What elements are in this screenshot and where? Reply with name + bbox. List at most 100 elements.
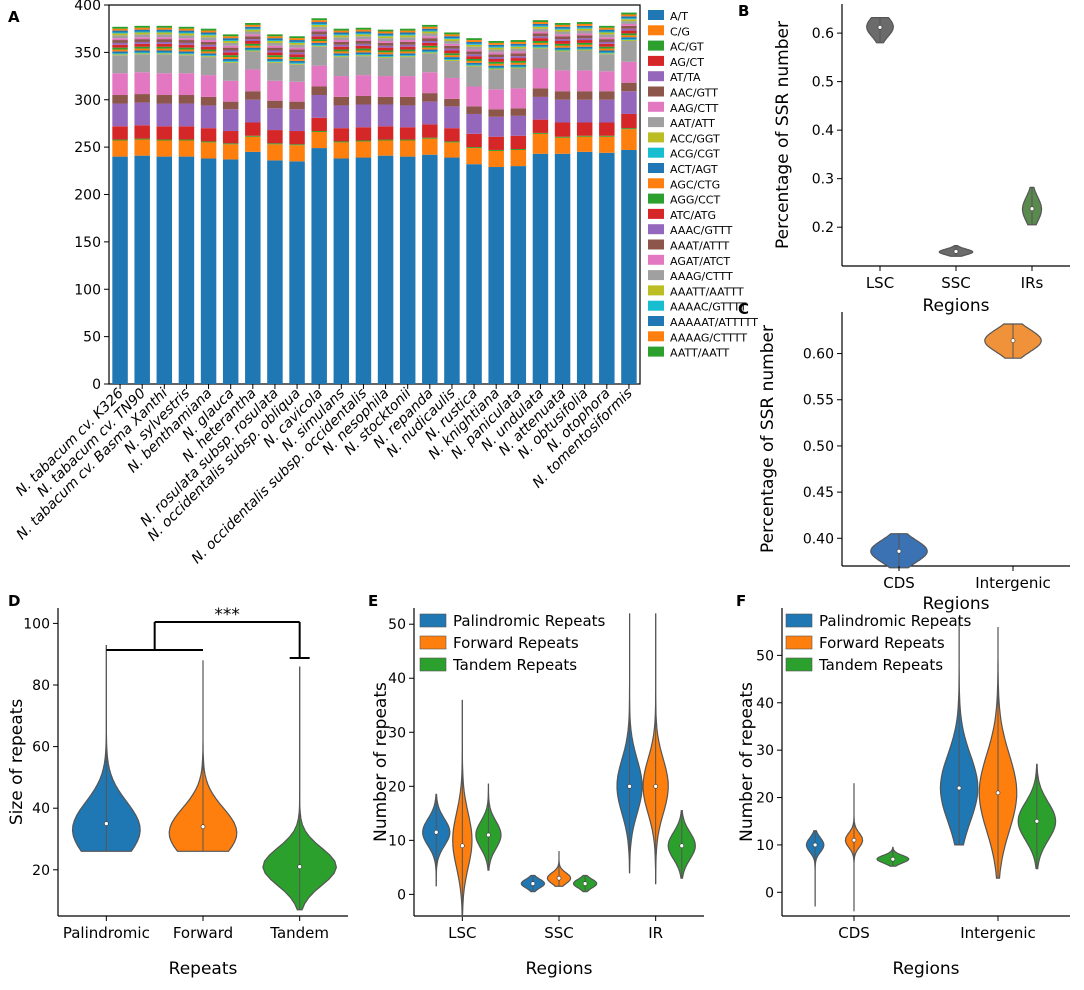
bar-segment <box>156 48 173 51</box>
bar-segment <box>311 18 327 21</box>
bar-segment <box>576 91 593 100</box>
bar-segment <box>621 82 637 92</box>
bar-segment <box>532 33 549 37</box>
bar-segment <box>532 22 549 24</box>
bar-segment <box>134 31 150 33</box>
legend-label: ACC/GGT <box>670 132 720 145</box>
panel-f-ytick-label: 40 <box>756 696 774 712</box>
panel-e-ytick-label: 10 <box>388 833 406 849</box>
bar-segment <box>599 37 615 40</box>
panel-c: 0.40 0.45 0.50 0.55 0.60 CDS Intergenic Regions… <box>758 312 1070 614</box>
bar-segment <box>554 26 571 29</box>
panel-c-ytick-label: 0.55 <box>803 393 834 409</box>
legend-label: AATT/AATT <box>670 347 729 360</box>
legend-swatch <box>648 132 664 143</box>
panel-b-xtick-label: SSC <box>941 274 971 292</box>
bar-segment <box>599 27 615 30</box>
bar-segment <box>156 126 173 140</box>
bar-segment <box>200 57 217 76</box>
bar-segment <box>377 76 394 97</box>
bar-segment <box>267 50 283 53</box>
bar-segment <box>466 56 482 60</box>
bar-segment <box>488 46 504 48</box>
sig-stars: *** <box>214 605 240 625</box>
panel-e-xtick-label: LSC <box>448 924 476 942</box>
bar-segment <box>245 122 261 136</box>
bar-segment <box>510 43 527 46</box>
bar-segment <box>289 60 305 63</box>
bar-segment <box>156 103 173 127</box>
bar-segment <box>621 113 637 129</box>
bar-segment <box>245 51 261 70</box>
bar-segment <box>532 96 549 120</box>
bar-segment <box>178 54 195 56</box>
bar-segment <box>377 155 394 384</box>
panel-b-ytick-label: 0.5 <box>812 75 834 91</box>
bar-segment <box>399 56 416 58</box>
bar-segment <box>178 28 195 31</box>
bar-segment <box>488 89 504 110</box>
panel-b-ytick-label: 0.6 <box>812 26 834 42</box>
legend-swatch <box>648 316 664 326</box>
bar-segment <box>134 25 150 28</box>
bar-segment <box>422 53 438 73</box>
bar-segment <box>599 25 615 28</box>
panel-letter: A <box>8 8 20 26</box>
bar-segment <box>333 55 350 57</box>
bar-segment <box>245 91 261 100</box>
bar-segment <box>156 31 173 33</box>
legend-label: AT/TA <box>670 71 701 84</box>
bar-segment <box>200 105 217 129</box>
bar-segment <box>554 47 571 50</box>
panel-b-ylabel: Percentage of SSR number <box>773 21 793 249</box>
bar-segment <box>333 128 350 142</box>
bar-segment <box>245 136 261 152</box>
bar-segment <box>621 35 637 38</box>
bar-segment <box>488 59 504 62</box>
bar-segment <box>466 43 482 45</box>
bar-segment <box>554 28 571 30</box>
panel-letter: B <box>738 2 749 20</box>
bar-segment <box>112 30 128 33</box>
panel-d-xtick-label: Forward <box>173 924 233 942</box>
bar-segment <box>112 73 128 96</box>
bar-segment <box>355 34 372 37</box>
bar-segment <box>200 30 217 33</box>
bar-segment <box>466 54 482 57</box>
bar-segment <box>156 29 173 32</box>
bar-segment <box>554 24 571 27</box>
panel-d-ytick-label: 20 <box>32 863 50 879</box>
bar-segment <box>134 52 150 54</box>
panel-f-violin-median <box>956 785 962 791</box>
bar-segment <box>156 73 173 96</box>
bar-segment <box>289 40 305 42</box>
bar-segment <box>267 130 283 144</box>
bar-segment <box>289 62 305 64</box>
bar-segment <box>333 28 350 31</box>
bar-segment <box>576 48 593 50</box>
bar-segment <box>200 53 217 56</box>
bar-segment <box>156 46 173 49</box>
bar-segment <box>599 32 615 35</box>
bar-segment <box>576 136 593 152</box>
bar-segment <box>466 62 482 65</box>
bar-segment <box>422 47 438 50</box>
bar-segment <box>466 106 482 114</box>
bar-segment <box>178 156 195 384</box>
bar-segment <box>377 54 394 57</box>
legend-swatch <box>648 239 664 250</box>
bar-segment <box>554 137 571 154</box>
legend-swatch <box>648 300 664 311</box>
bar-segment <box>444 55 460 58</box>
bar-segment <box>222 42 239 46</box>
bar-segment <box>112 40 128 43</box>
bar-segment <box>532 88 549 97</box>
bar-segment <box>554 45 571 48</box>
bar-segment <box>355 48 372 51</box>
bar-segment <box>510 115 527 136</box>
bar-segment <box>112 42 128 45</box>
bar-segment <box>488 149 504 151</box>
bar-segment <box>311 20 327 23</box>
bar-segment <box>134 139 150 156</box>
bar-segment <box>510 135 527 150</box>
